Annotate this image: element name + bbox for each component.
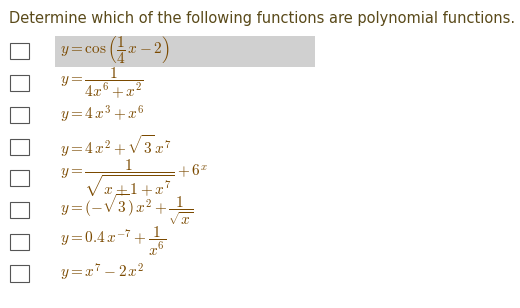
Text: $y = \cos\left(\dfrac{1}{4}\,x-2\right)$: $y = \cos\left(\dfrac{1}{4}\,x-2\right)$: [60, 35, 170, 66]
Text: $y = \dfrac{1}{\sqrt{x+1+x^7}} + 6^x$: $y = \dfrac{1}{\sqrt{x+1+x^7}} + 6^x$: [60, 157, 207, 199]
Text: $y = \dfrac{1}{4x^6+x^2}$: $y = \dfrac{1}{4x^6+x^2}$: [60, 65, 144, 100]
Bar: [55, 36, 315, 67]
Text: $y = 0.4\,x^{-7} + \dfrac{1}{x^6}$: $y = 0.4\,x^{-7} + \dfrac{1}{x^6}$: [60, 225, 166, 258]
Bar: [10, 43, 29, 59]
Bar: [10, 170, 29, 186]
Text: $y = 4\,x^2 + \sqrt{3}\,x^7$: $y = 4\,x^2 + \sqrt{3}\,x^7$: [60, 133, 172, 159]
Text: $y = x^7 - 2\,x^2$: $y = x^7 - 2\,x^2$: [60, 262, 144, 283]
Bar: [10, 107, 29, 123]
Bar: [10, 139, 29, 155]
Bar: [10, 202, 29, 218]
Text: $y = (-\sqrt{3})\,x^2 + \dfrac{1}{\sqrt{x}}$: $y = (-\sqrt{3})\,x^2 + \dfrac{1}{\sqrt{…: [60, 192, 193, 227]
Bar: [10, 265, 29, 282]
Bar: [10, 234, 29, 250]
Text: $y = 4\,x^3 + x^6$: $y = 4\,x^3 + x^6$: [60, 104, 144, 125]
Bar: [10, 75, 29, 91]
Text: Determine which of the following functions are polynomial functions.: Determine which of the following functio…: [9, 11, 515, 26]
